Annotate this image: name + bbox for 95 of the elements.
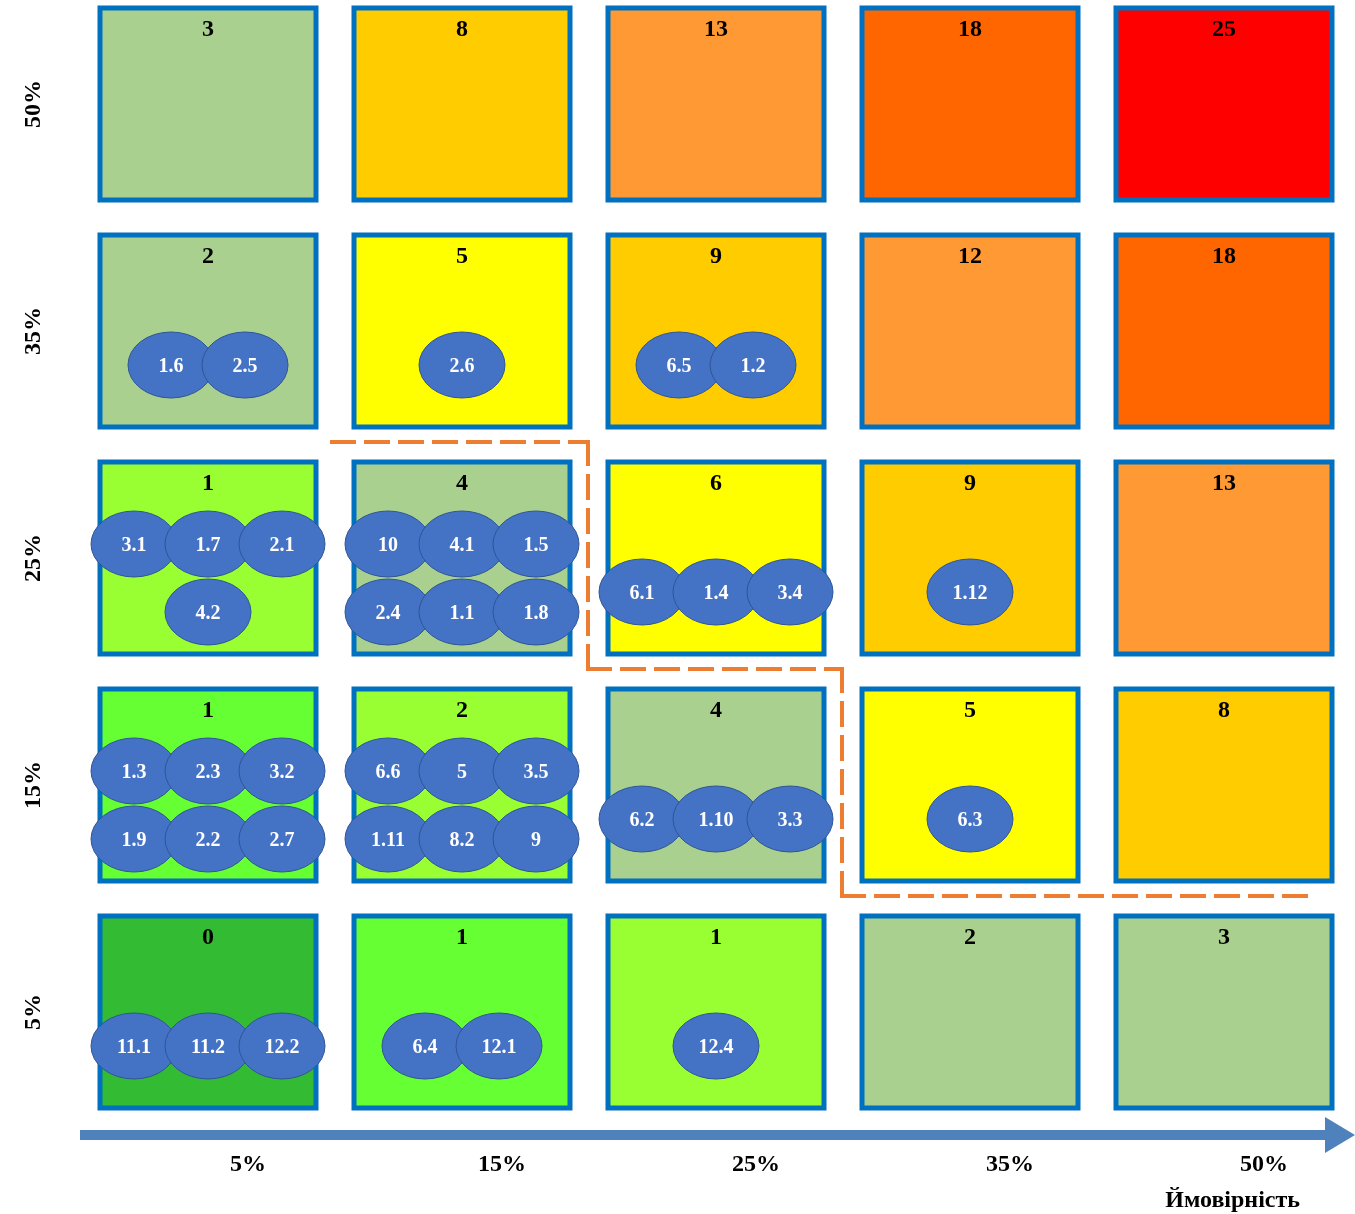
data-label: 3 <box>1218 923 1230 949</box>
annotation: 11.2 <box>191 1035 225 1057</box>
data-label: 4 <box>456 469 468 495</box>
data-label: 3 <box>202 15 214 41</box>
data-label: 1 <box>710 923 722 949</box>
annotation: 12.1 <box>481 1035 517 1057</box>
annotation: 2.7 <box>269 828 295 850</box>
oval-label: 1.5 <box>492 510 580 578</box>
annotation: 1.5 <box>523 533 549 555</box>
annotation: 5 <box>457 760 467 782</box>
annotation: 10 <box>378 533 398 555</box>
data-label: 5 <box>964 696 976 722</box>
data-label: 12 <box>958 242 982 268</box>
data-label: 25 <box>1212 15 1236 41</box>
data-label: 6 <box>710 469 722 495</box>
annotation: 2.6 <box>449 354 475 376</box>
annotation: 3.1 <box>121 533 147 555</box>
oval-label: 4.2 <box>164 578 252 646</box>
x-tick-label: 35% <box>986 1150 1034 1176</box>
annotation: 9 <box>531 828 541 850</box>
annotation: 2.1 <box>269 533 295 555</box>
data-label: 0 <box>202 923 214 949</box>
y-tick-label: 25% <box>19 534 45 582</box>
oval-label: 3.3 <box>746 785 834 853</box>
oval-label: 1.8 <box>492 578 580 646</box>
x-tick-label: 50% <box>1240 1150 1288 1176</box>
oval-label: 2.1 <box>238 510 326 578</box>
oval-label: 2.7 <box>238 805 326 873</box>
data-label: 18 <box>1212 242 1236 268</box>
oval-label: 9 <box>492 805 580 873</box>
annotation: 2.2 <box>195 828 221 850</box>
oval-label: 12.2 <box>238 1012 326 1080</box>
data-label: 9 <box>964 469 976 495</box>
oval-label: 3.5 <box>492 737 580 805</box>
annotation: 6.3 <box>957 808 983 830</box>
annotation: 1.7 <box>195 533 221 555</box>
oval-label: 12.4 <box>672 1012 760 1080</box>
annotation: 4.1 <box>449 533 475 555</box>
data-label: 2 <box>456 696 468 722</box>
annotation: 3.4 <box>777 581 803 603</box>
x-tick-label: 15% <box>478 1150 526 1176</box>
annotation: 2.3 <box>195 760 221 782</box>
oval-label: 1.12 <box>926 558 1014 626</box>
data-label: 9 <box>710 242 722 268</box>
annotation: 1.8 <box>523 601 549 623</box>
data-label: 8 <box>456 15 468 41</box>
annotation: 3.5 <box>523 760 549 782</box>
oval-label: 2.6 <box>418 331 506 399</box>
data-label: 5 <box>456 242 468 268</box>
oval-label: 3.2 <box>238 737 326 805</box>
data-label: 4 <box>710 696 722 722</box>
annotation: 3.2 <box>269 760 295 782</box>
data-label: 13 <box>704 15 728 41</box>
y-tick-label: 15% <box>19 761 45 809</box>
annotation: 1.10 <box>698 808 734 830</box>
oval-label: 12.1 <box>455 1012 543 1080</box>
annotation: 1.3 <box>121 760 147 782</box>
y-tick-label: 50% <box>19 80 45 128</box>
data-label: 1 <box>456 923 468 949</box>
y-tick-label: 5% <box>19 994 45 1030</box>
annotation: 1.4 <box>703 581 729 603</box>
annotation: 11.1 <box>117 1035 151 1057</box>
data-label: 2 <box>202 242 214 268</box>
data-label: 18 <box>958 15 982 41</box>
data-label: 8 <box>1218 696 1230 722</box>
annotation: 6.2 <box>629 808 655 830</box>
x-tick-label: 25% <box>732 1150 780 1176</box>
annotation: 6.6 <box>375 760 401 782</box>
annotation: 6.4 <box>412 1035 438 1057</box>
annotation: 8.2 <box>449 828 475 850</box>
annotation: 1.9 <box>121 828 147 850</box>
annotation: 6.5 <box>666 354 692 376</box>
y-tick-label: 35% <box>19 307 45 355</box>
annotation: 3.3 <box>777 808 803 830</box>
annotation: 2.4 <box>375 601 401 623</box>
annotation: 1.12 <box>952 581 988 603</box>
oval-label: 3.4 <box>746 558 834 626</box>
annotation: 2.5 <box>232 354 258 376</box>
oval-label: 1.2 <box>709 331 797 399</box>
x-axis-title: Ймовірність <box>1165 1186 1301 1212</box>
x-tick-label: 5% <box>230 1150 266 1176</box>
annotation: 12.2 <box>264 1035 300 1057</box>
data-label: 1 <box>202 696 214 722</box>
data-label: 2 <box>964 923 976 949</box>
data-label: 13 <box>1212 469 1236 495</box>
oval-label: 6.3 <box>926 785 1014 853</box>
data-label: 1 <box>202 469 214 495</box>
annotation: 4.2 <box>195 601 221 623</box>
oval-label: 2.5 <box>201 331 289 399</box>
annotation: 1.2 <box>740 354 766 376</box>
annotation: 1.6 <box>158 354 184 376</box>
annotation: 1.11 <box>371 828 405 850</box>
annotation: 1.1 <box>449 601 475 623</box>
annotation: 6.1 <box>629 581 655 603</box>
annotation: 12.4 <box>698 1035 734 1057</box>
